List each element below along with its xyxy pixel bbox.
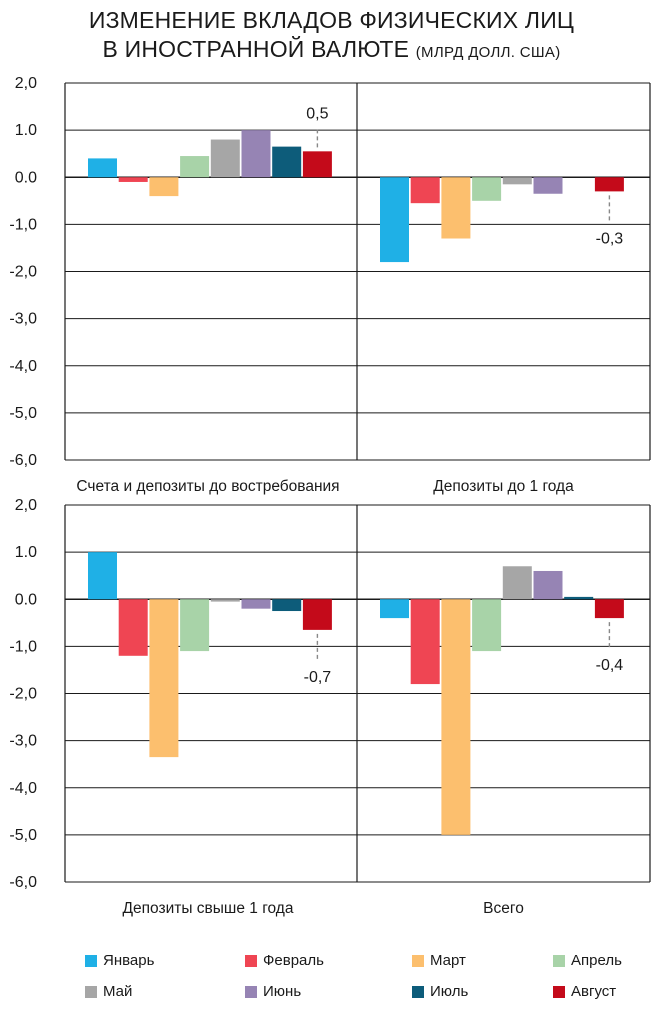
bar-2	[410, 177, 440, 204]
legend-label: Январь	[103, 952, 155, 969]
legend-item: Март	[412, 952, 466, 969]
bar-6	[533, 570, 563, 600]
y-tick-label: -6,0	[9, 452, 37, 469]
bar-6	[533, 177, 563, 194]
legend-swatch	[553, 954, 565, 967]
annotation-label: -0,7	[304, 669, 332, 686]
bar-2	[410, 599, 440, 685]
y-tick-label: -1,0	[9, 638, 37, 655]
legend-label: Апрель	[571, 952, 622, 969]
legend-label: Июнь	[263, 983, 302, 1000]
bar-7	[272, 599, 302, 612]
bar-6	[241, 599, 271, 609]
chart-title-line2: В ИНОСТРАННОЙ ВАЛЮТЕ (МЛРД ДОЛЛ. США)	[0, 35, 663, 67]
legend-item: Февраль	[245, 952, 324, 969]
legend-swatch	[412, 954, 424, 967]
y-tick-label: -3,0	[9, 311, 37, 328]
legend-swatch	[412, 985, 424, 998]
panel-label: Всего	[483, 900, 524, 917]
y-tick-label: 0.0	[15, 169, 37, 186]
y-tick-label: 2,0	[15, 497, 37, 514]
bar-4	[472, 599, 502, 652]
legend-swatch	[553, 985, 565, 998]
bar-1	[380, 599, 409, 619]
chart-title-line1: ИЗМЕНЕНИЕ ВКЛАДОВ ФИЗИЧЕСКИХ ЛИЦ	[88, 7, 575, 33]
bar-7	[564, 596, 594, 600]
y-tick-label: 1.0	[15, 544, 37, 561]
bar-2	[118, 599, 148, 656]
bar-5	[502, 177, 532, 185]
legend-label: Июль	[430, 983, 469, 1000]
chart-units: (МЛРД ДОЛЛ. США)	[415, 44, 561, 61]
legend-item: Июнь	[245, 983, 301, 1000]
legend-item: Апрель	[553, 952, 622, 969]
bar-4	[472, 177, 502, 201]
legend-label: Март	[430, 952, 466, 969]
y-tick-label: -2,0	[9, 264, 37, 281]
legend-label: Август	[571, 983, 617, 1000]
legend-item: Май	[85, 983, 132, 1000]
y-tick-label: -3,0	[9, 733, 37, 750]
legend-swatch	[85, 954, 97, 967]
y-tick-label: 0.0	[15, 591, 37, 608]
annotation-label: -0,3	[596, 230, 624, 247]
legend-label: Февраль	[263, 952, 324, 969]
legend-swatch	[85, 985, 97, 998]
y-tick-label: -4,0	[9, 358, 37, 375]
legend-item: Август	[553, 983, 616, 1000]
legend-label: Май	[103, 983, 133, 1000]
bar-4	[180, 156, 210, 178]
bar-3	[149, 599, 179, 758]
annotation-label: 0,5	[306, 105, 328, 122]
bar-5	[502, 566, 532, 600]
y-tick-label: -2,0	[9, 686, 37, 703]
bar-8	[594, 599, 624, 619]
bar-1	[88, 552, 117, 600]
annotation-label: -0,4	[596, 657, 624, 674]
bar-5	[210, 599, 240, 602]
bar-1	[380, 177, 409, 263]
y-tick-label: 1.0	[15, 122, 37, 139]
chart-title-line2-text: В ИНОСТРАННОЙ ВАЛЮТЕ	[102, 36, 410, 62]
legend-item: Июль	[412, 983, 468, 1000]
panel-label: Депозиты свыше 1 года	[123, 900, 294, 917]
y-tick-label: 2,0	[15, 75, 37, 92]
bar-1	[88, 158, 117, 178]
y-tick-label: -6,0	[9, 874, 37, 891]
legend-item: Январь	[85, 952, 154, 969]
legend-swatch	[245, 985, 257, 998]
bar-5	[210, 139, 240, 178]
bar-2	[118, 177, 148, 182]
chart-title: ИЗМЕНЕНИЕ ВКЛАДОВ ФИЗИЧЕСКИХ ЛИЦ В ИНОСТ…	[0, 6, 663, 67]
y-tick-label: -1,0	[9, 216, 37, 233]
y-tick-label: -4,0	[9, 780, 37, 797]
bar-3	[441, 599, 471, 835]
bar-3	[149, 177, 179, 197]
panel-label: Счета и депозиты до востребования	[76, 478, 339, 495]
bar-8	[302, 599, 332, 630]
y-tick-label: -5,0	[9, 827, 37, 844]
bar-4	[180, 599, 210, 652]
y-tick-label: -5,0	[9, 405, 37, 422]
bar-8	[594, 177, 624, 192]
bar-8	[302, 151, 332, 178]
bar-6	[241, 130, 271, 178]
bar-3	[441, 177, 471, 239]
legend-swatch	[245, 954, 257, 967]
panel-label: Депозиты до 1 года	[433, 478, 574, 495]
bar-7	[272, 146, 302, 178]
